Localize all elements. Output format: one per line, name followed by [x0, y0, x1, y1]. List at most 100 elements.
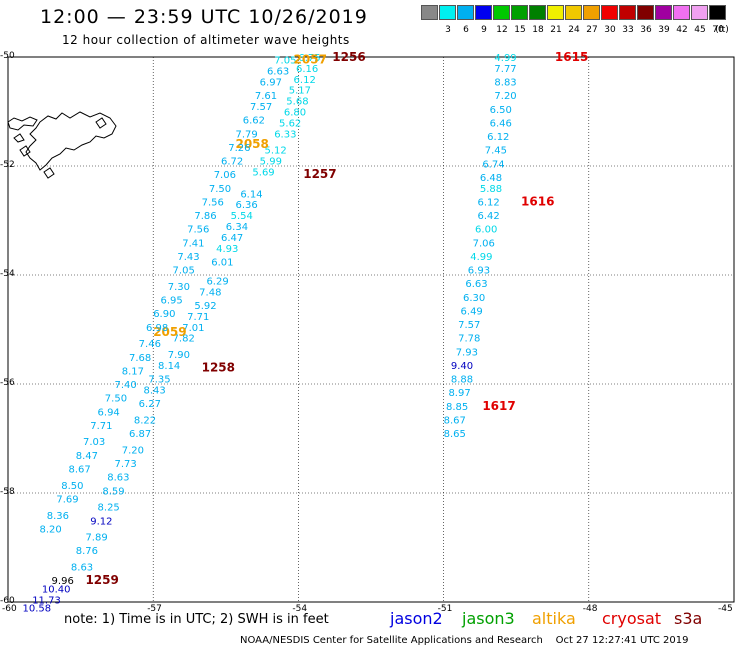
colorbar-label: 9 [481, 25, 487, 35]
colorbar-swatch [619, 5, 636, 20]
pass-time-label: 1257 [303, 167, 336, 181]
wave-height-value: 6.98 [146, 323, 168, 334]
colorbar-label: 33 [622, 25, 634, 35]
wave-height-value: 5.12 [265, 146, 287, 157]
wave-height-value: 7.71 [187, 312, 209, 323]
wave-height-value: 8.83 [494, 78, 516, 89]
wave-height-value: 8.20 [39, 524, 61, 535]
wave-height-value: 6.12 [487, 132, 509, 143]
colorbar-label: 36 [640, 25, 652, 35]
wave-height-value: 6.42 [477, 211, 499, 222]
wave-height-value: 6.97 [260, 78, 282, 89]
map-subtitle: 12 hour collection of altimeter wave hei… [62, 33, 350, 47]
wave-height-value: 6.74 [482, 159, 504, 170]
colorbar-swatch [565, 5, 582, 20]
pass-time-label: 2057 [294, 53, 327, 67]
timestamp: Oct 27 12:27:41 UTC 2019 [555, 635, 689, 646]
wave-height-value: 7.50 [209, 184, 231, 195]
wave-height-value: 7.50 [105, 394, 127, 405]
wave-height-value: 5.92 [194, 301, 216, 312]
wave-height-value: 5.69 [252, 167, 274, 178]
colorbar-label: 27 [586, 25, 598, 35]
wave-height-value: 7.78 [458, 334, 480, 345]
wave-height-value: 8.50 [61, 481, 83, 492]
colorbar-label: 18 [532, 25, 544, 35]
longitude-label: -45 [718, 604, 733, 614]
wave-height-value: 7.77 [494, 64, 516, 75]
colorbar-label: 39 [658, 25, 670, 35]
wave-height-value: 6.30 [463, 293, 485, 304]
wave-height-value: 6.33 [274, 129, 296, 140]
satellite-jason3: jason3 [462, 609, 515, 628]
wave-height-value: 8.17 [122, 366, 144, 377]
wave-height-value: 4.99 [470, 252, 492, 263]
wave-height-value: 6.63 [465, 279, 487, 290]
wave-height-value: 6.62 [243, 116, 265, 127]
wave-height-value: 5.68 [286, 97, 308, 108]
colorbar-label: 24 [568, 25, 580, 35]
wave-height-value: 7.06 [473, 238, 495, 249]
wave-height-value: 11.73 [32, 595, 61, 606]
wave-height-value: 7.30 [168, 282, 190, 293]
wave-height-value: 6.36 [235, 200, 257, 211]
wave-height-value: 7.45 [485, 146, 507, 157]
colorbar-swatch [457, 5, 474, 20]
wave-height-value: 6.01 [211, 257, 233, 268]
satellite-altika: altika [532, 609, 576, 628]
wave-height-value: 6.48 [480, 173, 502, 184]
wave-height-value: 8.25 [98, 503, 120, 514]
falkland-islands-coastline [7, 111, 117, 179]
wave-height-value: 4.93 [216, 244, 238, 255]
wave-height-value: 7.41 [182, 238, 204, 249]
wave-height-value: 7.89 [85, 533, 107, 544]
wave-height-value: 7.71 [90, 421, 112, 432]
wave-height-value: 7.93 [456, 347, 478, 358]
wave-height-value: 7.05 [274, 56, 296, 67]
colorbar-swatch [709, 5, 726, 20]
wave-height-value: 6.12 [477, 197, 499, 208]
latitude-label: -50 [0, 51, 15, 61]
latitude-label: -54 [0, 269, 15, 279]
wave-height-value: 8.67 [69, 464, 91, 475]
wave-height-value: 6.14 [240, 189, 262, 200]
longitude-label: -48 [582, 604, 598, 614]
wave-height-value: 6.47 [221, 233, 243, 244]
pass-time-label: 1256 [332, 50, 365, 64]
wave-height-value: 7.05 [173, 266, 195, 277]
colorbar-label: 3 [445, 25, 451, 35]
wave-height-value: 7.82 [173, 334, 195, 345]
wave-height-value: 9.40 [451, 361, 473, 372]
pass-time-label: 2059 [153, 325, 186, 339]
colorbar-label: 30 [604, 25, 616, 35]
wave-height-value: 10.40 [42, 584, 71, 595]
longitude-label: -54 [292, 604, 308, 614]
wave-height-value: 8.88 [451, 375, 473, 386]
pass-time-label: 1617 [482, 399, 515, 413]
wave-height-value: 6.29 [206, 276, 228, 287]
wave-height-value: 7.40 [114, 380, 136, 391]
wave-height-value: 7.06 [214, 170, 236, 181]
wave-height-value: 7.46 [139, 339, 161, 350]
wave-height-value: 7.69 [56, 494, 78, 505]
satellite-jason2: jason2 [390, 609, 443, 628]
wave-height-value: 6.49 [461, 306, 483, 317]
wave-height-value: 8.59 [102, 486, 124, 497]
latitude-label: -56 [0, 378, 15, 388]
wave-height-value: 8.14 [158, 361, 180, 372]
wave-height-value: 8.76 [76, 546, 98, 557]
wave-height-value: 8.43 [144, 385, 166, 396]
wave-height-value: 8.22 [134, 415, 156, 426]
latitude-label: -60 [0, 596, 15, 606]
wave-height-value: 9.12 [90, 516, 112, 527]
longitude-label: -60 [2, 604, 17, 614]
wave-height-value: 8.47 [76, 451, 98, 462]
wave-height-value: 7.56 [187, 225, 209, 236]
wave-height-value: 7.86 [194, 211, 216, 222]
footer-credit: NOAA/NESDIS Center for Satellite Applica… [240, 635, 689, 646]
pass-time-label: 1616 [521, 194, 554, 208]
wave-height-value: 7.73 [114, 459, 136, 470]
wave-height-value: 7.43 [177, 252, 199, 263]
colorbar-swatch [511, 5, 528, 20]
colorbar-swatch [493, 5, 510, 20]
